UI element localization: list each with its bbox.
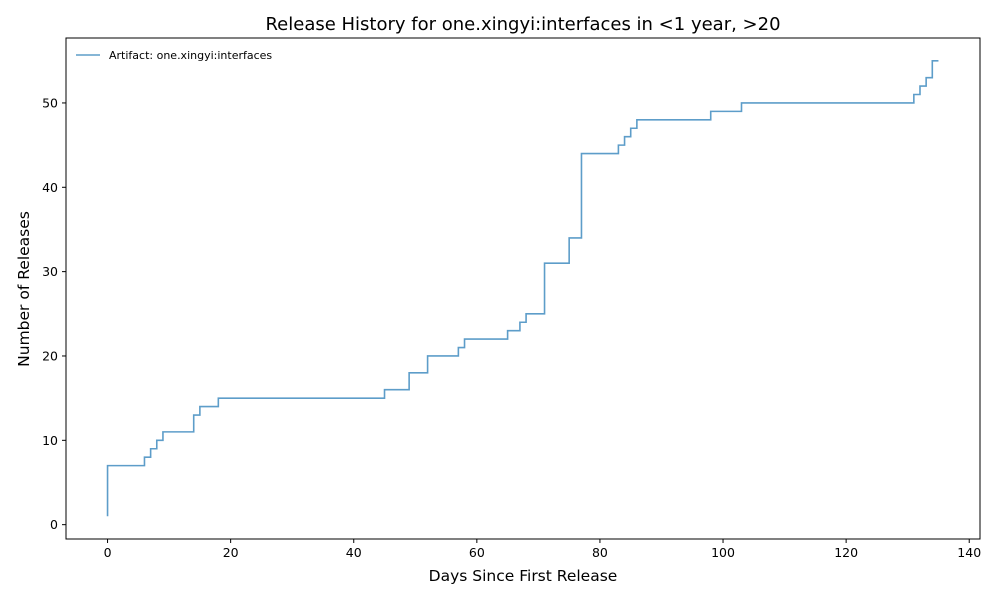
y-tick-label: 50: [42, 95, 58, 110]
x-tick-label: 80: [592, 545, 608, 560]
x-tick-label: 120: [834, 545, 858, 560]
y-tick-label: 30: [42, 264, 58, 279]
y-axis-label: Number of Releases: [15, 211, 33, 367]
x-tick-label: 40: [346, 545, 362, 560]
series-line-0: [106, 59, 939, 517]
x-tick-label: 0: [104, 545, 112, 560]
y-tick-label: 40: [42, 180, 58, 195]
x-axis-label: Days Since First Release: [429, 567, 618, 585]
chart-title: Release History for one.xingyi:interface…: [265, 14, 780, 35]
x-tick-label: 60: [469, 545, 485, 560]
legend: Artifact: one.xingyi:interfaces: [76, 49, 272, 62]
y-tick-label: 20: [42, 348, 58, 363]
axes-frame: [65, 37, 981, 540]
x-tick-label: 100: [711, 545, 735, 560]
x-tick-label: 140: [957, 545, 981, 560]
y-tick-label: 0: [50, 517, 58, 532]
y-tick-label: 10: [42, 433, 58, 448]
legend-label: Artifact: one.xingyi:interfaces: [109, 49, 272, 62]
plot-area: 0 20 40 60 80 100 120 140 0 10 20 30 40 50: [42, 37, 981, 560]
x-tick-label: 20: [223, 545, 239, 560]
